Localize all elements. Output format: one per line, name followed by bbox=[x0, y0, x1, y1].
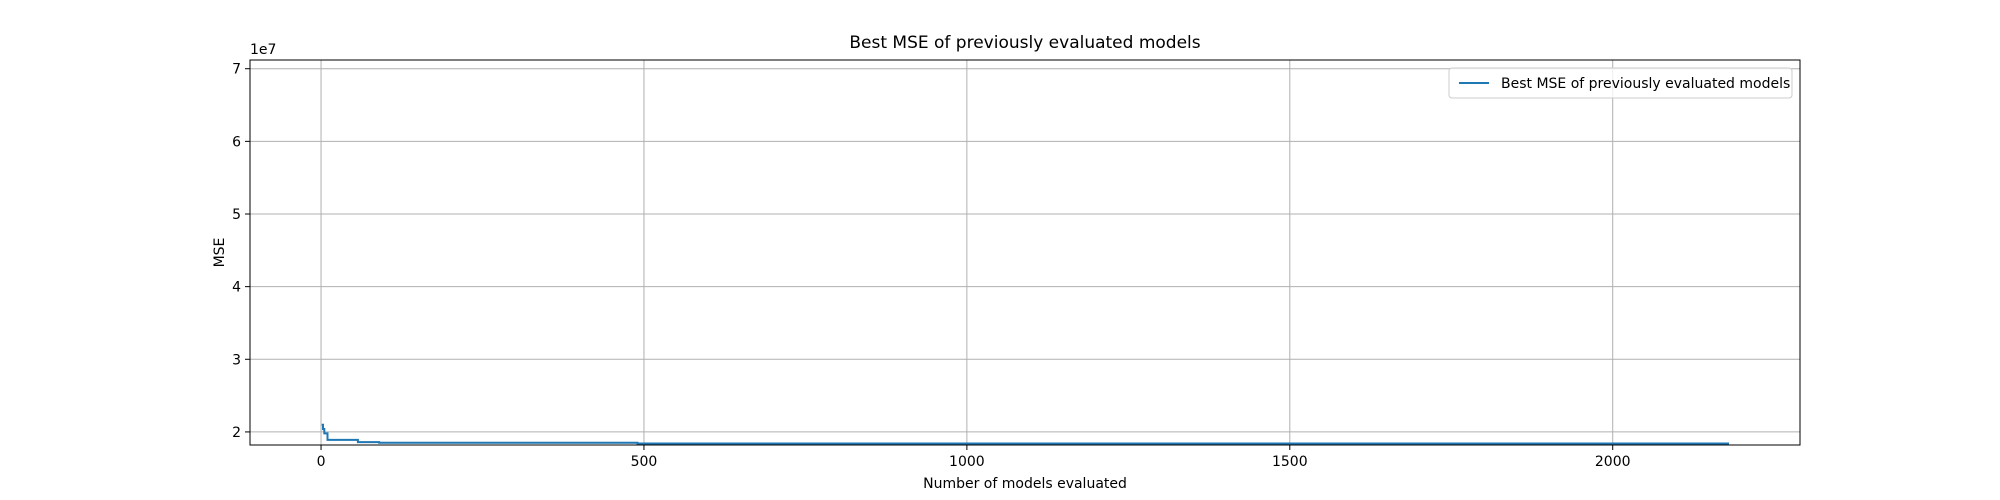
y-axis-label: MSE bbox=[212, 238, 228, 268]
y-tick-label: 2 bbox=[232, 425, 241, 441]
x-tick-label: 1500 bbox=[1272, 454, 1308, 470]
y-tick-label: 7 bbox=[232, 62, 241, 78]
y-tick-label: 5 bbox=[232, 207, 241, 223]
y-axis-offset-label: 1e7 bbox=[250, 42, 276, 58]
chart-title: Best MSE of previously evaluated models bbox=[849, 33, 1200, 53]
y-axis-ticks: 2 3 4 5 6 7 bbox=[232, 62, 250, 441]
y-tick-label: 4 bbox=[232, 280, 241, 296]
y-tick-label: 3 bbox=[232, 352, 241, 368]
legend-box bbox=[1448, 67, 1793, 99]
series-line bbox=[321, 423, 1729, 445]
grid-lines bbox=[250, 60, 1800, 445]
legend: Best MSE of previously evaluated models bbox=[1448, 67, 1793, 99]
x-tick-label: 0 bbox=[317, 454, 326, 470]
x-axis-ticks: 0 500 1000 1500 2000 bbox=[317, 445, 1631, 470]
legend-label: Best MSE of previously evaluated models bbox=[1501, 76, 1790, 92]
plot-frame bbox=[249, 59, 1801, 446]
x-tick-label: 2000 bbox=[1595, 454, 1631, 470]
series-layer bbox=[321, 423, 1729, 445]
y-tick-label: 6 bbox=[232, 134, 241, 150]
x-axis-label: Number of models evaluated bbox=[923, 476, 1127, 492]
x-tick-label: 500 bbox=[631, 454, 658, 470]
x-tick-label: 1000 bbox=[949, 454, 985, 470]
